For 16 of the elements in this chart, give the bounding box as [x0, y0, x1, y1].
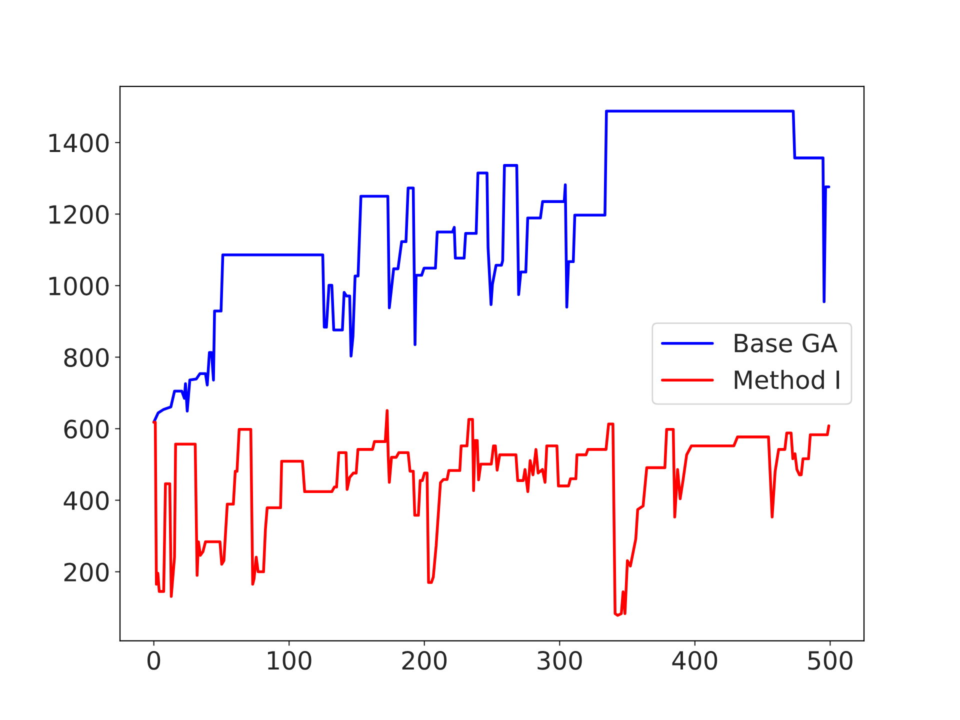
x-tick-label: 400	[672, 650, 718, 670]
y-tick-label: 600	[64, 420, 109, 439]
x-tick-label: 0	[148, 650, 160, 670]
x-tick-label: 100	[268, 650, 312, 670]
legend-label: Method I	[734, 370, 840, 390]
y-tick-label: 400	[64, 491, 109, 510]
y-tick-label: 1000	[49, 276, 109, 296]
y-tick-label: 1400	[49, 134, 109, 152]
legend-label: Base GA	[734, 334, 838, 353]
y-tick-label: 200	[64, 562, 109, 582]
x-tick-label: 500	[808, 650, 852, 670]
x-tick-label: 300	[538, 650, 582, 670]
y-tick-label: 1200	[49, 205, 109, 224]
y-tick-label: 800	[64, 348, 109, 368]
line-series	[152, 409, 830, 617]
x-tick-label: 200	[402, 650, 447, 670]
